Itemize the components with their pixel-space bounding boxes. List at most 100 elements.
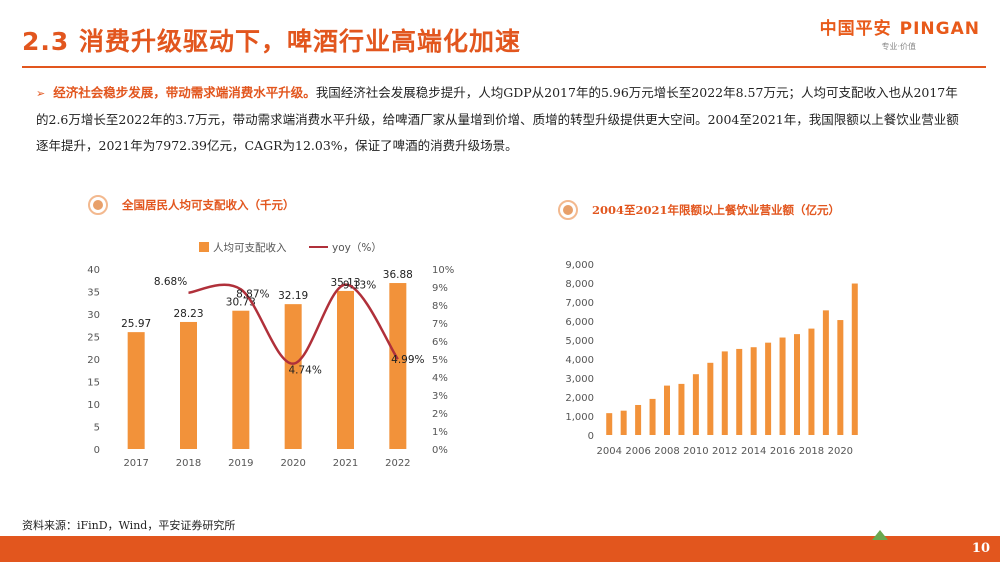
bar-data-label: 36.88 (383, 269, 413, 281)
bar (692, 374, 699, 435)
y2-tick-label: 10% (432, 265, 454, 276)
y-tick-label: 35 (87, 288, 100, 299)
bar (649, 398, 656, 435)
arrow-bullet-icon: ➢ (36, 87, 46, 100)
line-data-label: 4.74% (288, 365, 321, 377)
y-tick-label: 8,000 (565, 279, 594, 290)
y2-tick-label: 9% (432, 283, 448, 294)
x-tick-label: 2006 (625, 446, 650, 457)
x-tick-label: 2016 (770, 446, 795, 457)
bar (707, 362, 714, 435)
bar (794, 334, 800, 435)
y2-tick-label: 0% (432, 445, 448, 456)
bar (284, 304, 302, 449)
y2-tick-label: 5% (432, 355, 448, 366)
bar (606, 413, 613, 435)
x-tick-label: 2019 (228, 458, 253, 469)
right-chart-title-text: 2004至2021年限额以上餐饮业营业额（亿元） (592, 203, 841, 217)
summary-highlight: 经济社会稳步发展，带动需求端消费水平升级。 (53, 85, 316, 100)
y-tick-label: 2,000 (565, 393, 594, 404)
bar (232, 310, 250, 449)
legend-label-line: yoy（%） (332, 242, 382, 254)
y2-tick-label: 3% (432, 391, 448, 402)
logo-cn: 中国平安 (819, 19, 892, 39)
catering-revenue-chart: 0 1,000 2,000 3,000 4,000 5,000 6,000 7,000 8,00… (565, 260, 858, 457)
footer-marker-icon (872, 530, 888, 540)
y-tick-label: 10 (87, 400, 100, 411)
bar (635, 404, 642, 435)
bar-data-label: 28.23 (173, 308, 203, 320)
y-tick-label: 0 (94, 445, 100, 456)
y-tick-label: 1,000 (565, 412, 594, 423)
bar (779, 337, 786, 435)
right-chart-title: 2004至2021年限额以上餐饮业营业额（亿元） (558, 200, 840, 220)
page-number: 10 (971, 541, 990, 556)
circle-bullet-icon (558, 200, 578, 220)
bar-data-label: 35.13 (330, 277, 360, 289)
y2-tick-label: 2% (432, 409, 448, 420)
bar (678, 383, 685, 435)
logo-en: PINGAN (899, 19, 980, 39)
bar (736, 348, 743, 435)
footer-bar: 10 (0, 530, 1000, 562)
bar (664, 385, 670, 435)
bar (721, 351, 728, 435)
legend-label-bar: 人均可支配收入 (213, 241, 287, 254)
x-tick-label: 2008 (654, 446, 679, 457)
x-tick-label: 2004 (596, 446, 621, 457)
y2-tick-label: 4% (432, 373, 448, 384)
y-tick-label: 5,000 (565, 336, 594, 347)
income-combo-chart: 人均可支配收入 yoy（%） 0 5 10 15 20 25 30 35 40 0% 1% 2% 3% 4% 5… (87, 241, 454, 469)
x-tick-label: 2020 (828, 446, 853, 457)
bar (808, 328, 815, 435)
y2-tick-label: 1% (432, 427, 448, 438)
source-note: 资料来源：iFinD，Wind，平安证券研究所 (22, 519, 236, 532)
summary-paragraph: ➢ 经济社会稳步发展，带动需求端消费水平升级。我国经济社会发展稳步提升，人均GDP… (36, 80, 966, 159)
bar (765, 342, 772, 435)
y2-tick-label: 8% (432, 301, 448, 312)
y-tick-label: 7,000 (565, 298, 594, 309)
logo-tagline: 专业·价值 (881, 42, 916, 51)
summary-body: 我国经济社会发展稳步提升，人均GDP从2017年的5.96万元增长至2022年8… (36, 85, 959, 153)
x-tick-label: 2010 (683, 446, 708, 457)
y-tick-label: 20 (87, 355, 100, 366)
y-tick-label: 3,000 (565, 374, 594, 385)
x-tick-label: 2020 (280, 458, 305, 469)
y2-tick-label: 7% (432, 319, 448, 330)
legend-swatch-bar (199, 242, 209, 252)
line-data-label: 8.87% (236, 288, 269, 300)
y-tick-label: 4,000 (565, 355, 594, 366)
x-tick-label: 2017 (123, 458, 148, 469)
y-tick-label: 6,000 (565, 317, 594, 328)
left-chart-title-text: 全国居民人均可支配收入（千元） (122, 198, 295, 212)
bar (620, 410, 627, 435)
line-data-label: 9.13% (343, 280, 376, 292)
x-tick-label: 2018 (176, 458, 201, 469)
line-data-label: 4.99% (391, 354, 424, 366)
x-tick-label: 2018 (799, 446, 824, 457)
page-title: 2.3 消费升级驱动下，啤酒行业高端化加速 (22, 27, 521, 56)
line-data-label: 8.68% (154, 276, 187, 288)
bar (851, 283, 858, 435)
y-tick-label: 9,000 (565, 260, 594, 271)
bar (389, 283, 407, 449)
bar (127, 332, 145, 449)
bar (750, 347, 757, 435)
y-tick-label: 15 (87, 378, 100, 389)
bar (837, 320, 844, 435)
bar-data-label: 30.73 (226, 297, 256, 309)
title-divider (22, 66, 986, 68)
x-tick-label: 2012 (712, 446, 737, 457)
bar (822, 310, 829, 435)
bar-data-label: 32.19 (278, 290, 308, 302)
y-tick-label: 0 (588, 431, 594, 442)
y-tick-label: 40 (87, 265, 100, 276)
circle-bullet-icon (88, 195, 108, 215)
y-tick-label: 25 (87, 333, 100, 344)
left-chart-title: 全国居民人均可支配收入（千元） (88, 195, 295, 215)
bar (180, 321, 197, 449)
bar (337, 290, 354, 449)
x-tick-label: 2022 (385, 458, 410, 469)
y2-tick-label: 6% (432, 337, 448, 348)
brand-logo: 中国平安 PINGAN 专业·价值 (820, 14, 980, 52)
